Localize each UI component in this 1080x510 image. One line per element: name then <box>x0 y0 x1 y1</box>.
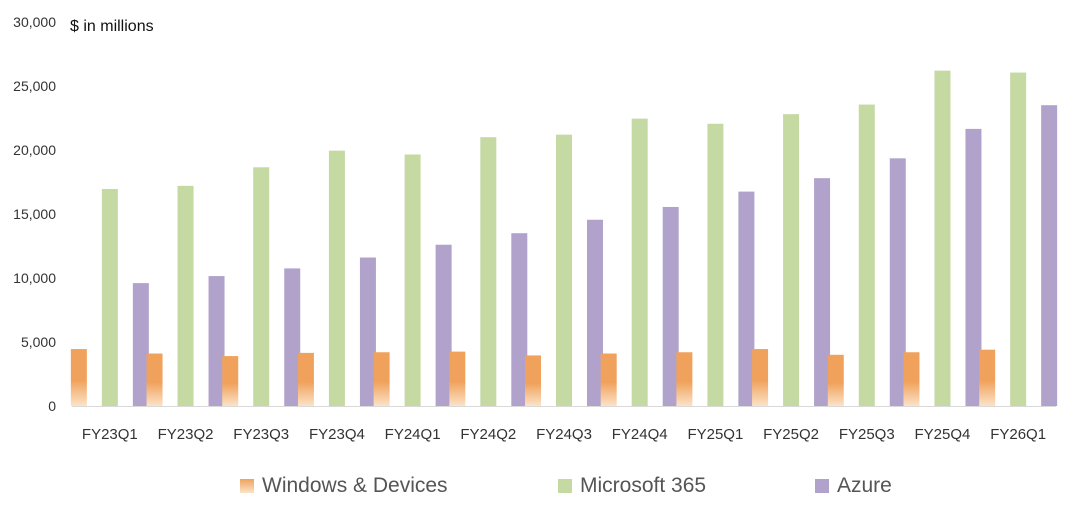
legend-label-microsoft-365: Microsoft 365 <box>580 474 707 497</box>
bar-azure-fy24q1 <box>435 244 452 406</box>
x-tick-label: FY23Q3 <box>233 426 289 443</box>
unit-label: $ in millions <box>70 18 154 35</box>
bar-windows-devices-fy24q1 <box>373 352 390 406</box>
x-tick-label: FY23Q4 <box>309 426 365 443</box>
bar-windows-devices-fy26q1 <box>979 349 996 406</box>
x-tick-label: FY23Q2 <box>158 426 214 443</box>
bar-microsoft-365-fy24q4 <box>631 118 648 406</box>
y-tick-label: 30,000 <box>13 14 56 30</box>
bar-microsoft-365-fy23q1 <box>101 189 118 406</box>
y-tick-label: 25,000 <box>13 78 56 94</box>
legend-item-azure: Azure <box>815 474 892 498</box>
x-axis: FY23Q1 FY23Q2 FY23Q3 FY23Q4 FY24Q1 FY24Q2 FY24… <box>82 426 1046 443</box>
bar-windows-devices-fy24q4 <box>600 353 617 406</box>
bar-azure-fy24q4 <box>662 206 679 406</box>
bar-azure-fy26q1 <box>1041 105 1058 406</box>
bar-windows-devices-fy25q1 <box>676 352 693 406</box>
bar-windows-devices-fy23q1 <box>70 349 87 406</box>
bar-azure-fy25q3 <box>889 158 906 406</box>
bar-microsoft-365-fy23q3 <box>253 167 270 406</box>
legend-item-microsoft-365: Microsoft 365 <box>558 474 706 498</box>
bar-microsoft-365-fy25q1 <box>707 123 724 406</box>
bar-azure-fy23q1 <box>132 283 149 406</box>
bar-windows-devices-fy25q4 <box>903 352 920 406</box>
bar-microsoft-365-fy24q1 <box>404 154 421 406</box>
x-tick-label: FY25Q2 <box>763 426 819 443</box>
legend-swatch-azure <box>815 479 829 493</box>
bar-windows-devices-fy23q3 <box>222 356 239 406</box>
bar-microsoft-365-fy25q4 <box>934 70 951 406</box>
bar-microsoft-365-fy24q3 <box>556 134 572 406</box>
y-tick-label: 5,000 <box>21 334 56 350</box>
legend-label-windows-devices: Windows & Devices <box>262 474 448 497</box>
bar-microsoft-365-fy23q2 <box>177 185 194 406</box>
bar-windows-devices-fy24q2 <box>449 351 466 406</box>
legend-item-windows-devices: Windows & Devices <box>240 474 448 498</box>
bar-windows-devices-fy25q3 <box>827 354 844 406</box>
x-tick-label: FY26Q1 <box>990 426 1046 443</box>
bar-azure-fy24q2 <box>511 233 528 406</box>
y-tick-label: 10,000 <box>13 270 56 286</box>
x-tick-label: FY24Q2 <box>460 426 516 443</box>
x-tick-label: FY24Q3 <box>536 426 592 443</box>
bar-microsoft-365-fy26q1 <box>1010 72 1027 406</box>
bar-azure-fy23q2 <box>208 276 225 406</box>
legend-swatch-microsoft-365 <box>558 479 572 493</box>
bar-azure-fy23q3 <box>284 268 301 406</box>
bar-microsoft-365-fy24q2 <box>480 137 497 406</box>
bar-azure-fy25q4 <box>965 128 982 406</box>
bar-windows-devices-fy23q4 <box>297 352 314 406</box>
bar-windows-devices-fy24q3 <box>525 355 541 406</box>
x-tick-label: FY24Q1 <box>385 426 441 443</box>
x-tick-label: FY25Q4 <box>915 426 971 443</box>
y-tick-label: 0 <box>48 398 56 414</box>
bar-windows-devices-fy25q2 <box>752 349 769 406</box>
y-tick-label: 20,000 <box>13 142 56 158</box>
bar-microsoft-365-fy25q2 <box>783 114 800 406</box>
bar-azure-fy25q1 <box>738 191 755 406</box>
y-tick-label: 15,000 <box>13 206 56 222</box>
x-tick-label: FY25Q1 <box>687 426 743 443</box>
bar-microsoft-365-fy25q3 <box>858 104 875 406</box>
legend: Windows & Devices Microsoft 365 Azure <box>0 474 1080 502</box>
x-tick-label: FY24Q4 <box>612 426 668 443</box>
x-tick-label: FY23Q1 <box>82 426 138 443</box>
bars <box>70 70 1058 406</box>
bar-windows-devices-fy23q2 <box>146 353 163 406</box>
y-axis: 0 5,000 10,000 15,000 20,000 25,000 30,000 <box>13 14 56 414</box>
legend-label-azure: Azure <box>837 474 892 497</box>
bar-azure-fy24q3 <box>587 219 603 406</box>
legend-swatch-windows-devices <box>240 479 254 493</box>
x-tick-label: FY25Q3 <box>839 426 895 443</box>
bar-microsoft-365-fy23q4 <box>328 150 345 406</box>
bar-azure-fy25q2 <box>814 178 831 406</box>
bar-azure-fy23q4 <box>359 257 376 406</box>
